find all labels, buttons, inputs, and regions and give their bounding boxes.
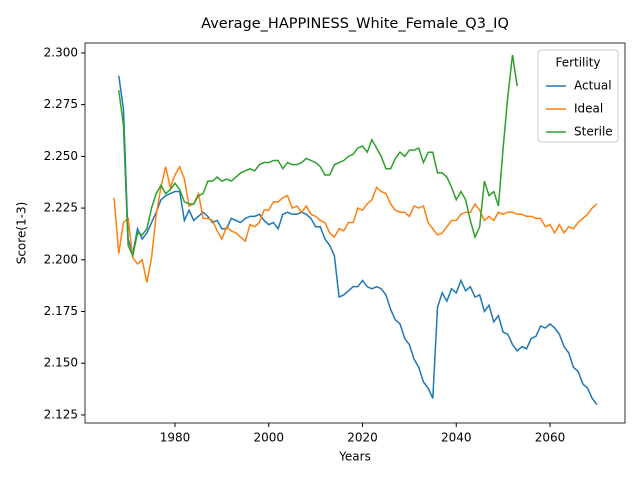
y-tick-label: 2.125 (44, 407, 78, 421)
legend-title: Fertility (555, 56, 600, 70)
line-series (118, 75, 598, 406)
x-tick-label: 2020 (347, 431, 378, 445)
x-axis-label: Years (338, 450, 371, 464)
y-tick-label: 2.175 (44, 304, 78, 318)
x-tick-label: 2040 (441, 431, 472, 445)
legend-label: Actual (574, 79, 612, 93)
x-tick-label: 2000 (253, 431, 284, 445)
line-series (113, 164, 598, 283)
y-tick-label: 2.225 (44, 201, 78, 215)
legend-label: Ideal (574, 102, 603, 116)
y-tick-label: 2.150 (44, 356, 78, 370)
y-tick-label: 2.275 (44, 97, 78, 111)
line-series (118, 54, 518, 259)
x-tick-label: 2060 (535, 431, 566, 445)
y-tick-label: 2.250 (44, 149, 78, 163)
plot-frame (84, 42, 626, 424)
x-tick-label: 1980 (160, 431, 191, 445)
legend-box (537, 49, 619, 143)
y-axis-label: Score(1-3) (15, 202, 29, 265)
y-tick-label: 2.300 (44, 45, 78, 59)
chart-title: Average_HAPPINESS_White_Female_Q3_IQ (201, 16, 509, 32)
legend-label: Sterile (574, 125, 613, 139)
y-tick-label: 2.200 (44, 252, 78, 266)
